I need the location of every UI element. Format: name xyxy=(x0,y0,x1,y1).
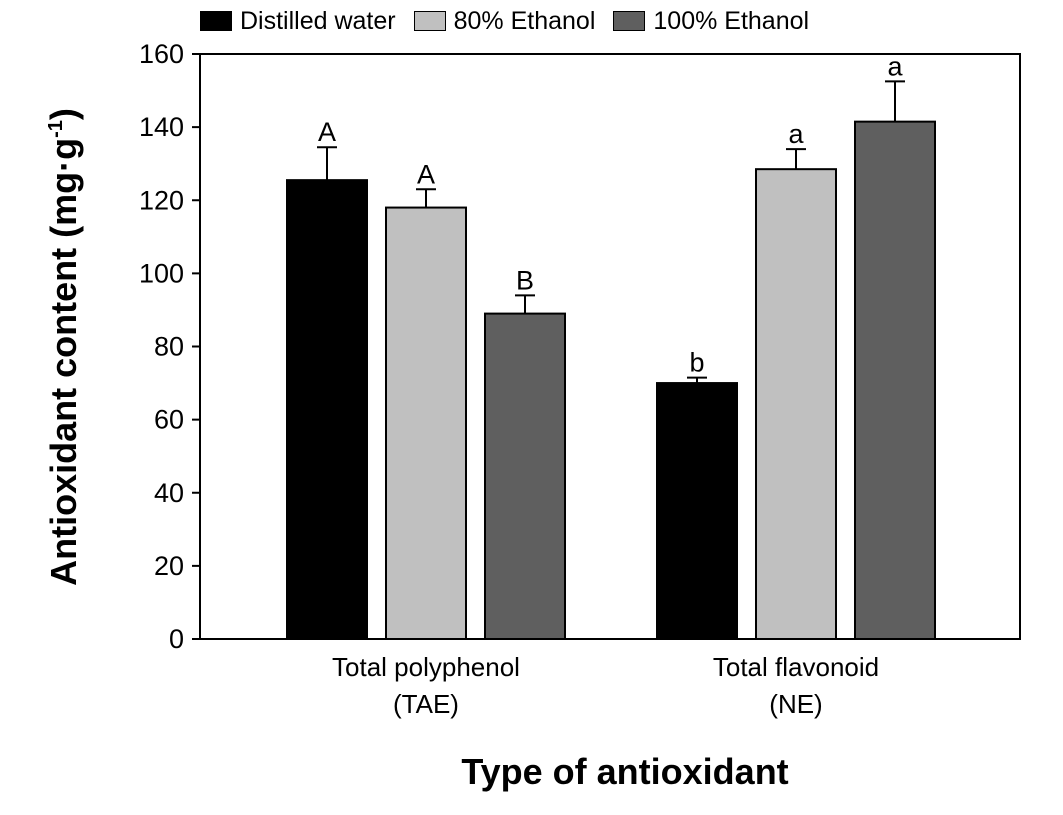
y-tick-label: 120 xyxy=(139,185,184,215)
significance-letter: A xyxy=(318,117,336,147)
y-tick-label: 60 xyxy=(154,405,184,435)
legend-label-100-ethanol: 100% Ethanol xyxy=(653,6,810,35)
legend-item-100-ethanol: 100% Ethanol xyxy=(613,7,809,36)
bar xyxy=(755,168,837,640)
y-tick-label: 40 xyxy=(154,478,184,508)
bar xyxy=(656,382,738,640)
y-axis: 0 20 40 60 80 100 120 140 160 xyxy=(139,39,200,654)
x-category-label: (TAE) xyxy=(393,689,459,719)
legend-label-80-ethanol: 80% Ethanol xyxy=(453,6,596,35)
x-category-label: Total polyphenol xyxy=(332,652,520,682)
legend-item-80-ethanol: 80% Ethanol xyxy=(413,6,596,36)
y-axis-label-close: ) xyxy=(43,108,84,120)
y-tick-label: 140 xyxy=(139,112,184,142)
significance-letter: B xyxy=(516,265,534,295)
y-tick-label: 80 xyxy=(154,332,184,362)
y-tick-label: 0 xyxy=(169,624,184,654)
significance-letter: b xyxy=(689,348,704,378)
y-tick-label: 160 xyxy=(139,39,184,69)
x-category-label: Total flavonoid xyxy=(713,652,879,682)
legend-swatch-distilled-water xyxy=(200,11,232,31)
plot-frame xyxy=(199,53,1021,640)
x-axis-label: Type of antioxidant xyxy=(461,751,788,792)
bar xyxy=(854,120,936,640)
x-axis: Total polyphenol (TAE) Total flavonoid (NE) xyxy=(332,652,879,719)
bars: Ab Aa Ba xyxy=(286,51,936,640)
y-tick-label: 100 xyxy=(139,258,184,288)
x-category-label: (NE) xyxy=(769,689,822,719)
legend-swatch-80-ethanol xyxy=(413,11,446,31)
y-axis-label-main: Antioxidant content (mg·g xyxy=(43,138,84,586)
bar xyxy=(385,206,467,640)
significance-letter: A xyxy=(417,159,435,189)
legend-label-distilled-water: Distilled water xyxy=(240,6,396,35)
bar xyxy=(484,312,566,640)
legend-swatch-100-ethanol xyxy=(613,11,646,31)
y-axis-label-superscript: -1 xyxy=(45,120,67,138)
significance-letter: a xyxy=(887,51,903,81)
y-tick-label: 20 xyxy=(154,551,184,581)
legend: Distilled water 80% Ethanol 100% Ethanol xyxy=(200,4,809,38)
legend-item-distilled-water: Distilled water xyxy=(200,7,396,36)
bar xyxy=(286,179,368,640)
significance-letter: a xyxy=(788,119,804,149)
y-axis-label: Antioxidant content (mg·g-1) xyxy=(43,108,84,586)
